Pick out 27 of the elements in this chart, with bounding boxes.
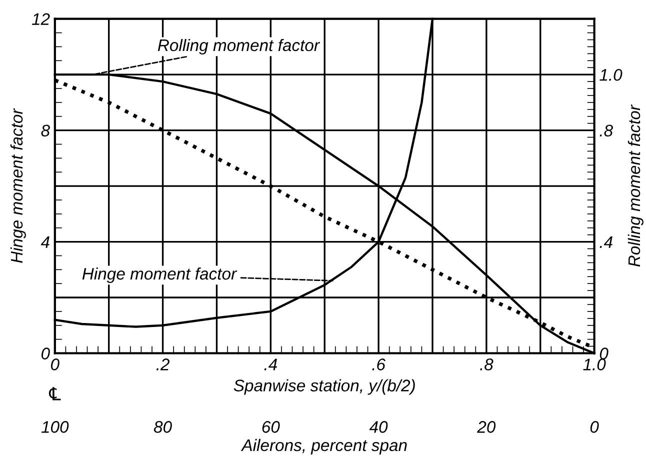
y2-tick-label: 0 (600, 348, 608, 360)
x-tick-label: .6 (372, 358, 386, 370)
y2-tick-label: 1.0 (600, 68, 622, 81)
y-tick-label: 8 (41, 124, 50, 137)
x-tick-label: .2 (156, 358, 170, 370)
annotation: Rolling moment factor (158, 38, 320, 54)
x-tick-label: .8 (480, 358, 494, 370)
x-tick-label: .4 (264, 358, 277, 370)
x2-tick-label: 20 (477, 421, 496, 433)
x2-tick-label: 0 (590, 421, 599, 433)
x-tick-label: 0 (51, 358, 60, 370)
x-axis-title: Spanwise station, y/(b/2) (234, 379, 415, 395)
x2-tick-label: 40 (369, 421, 388, 433)
y2-tick-label: .4 (600, 236, 612, 248)
y-axis-title: Hinge moment factor (10, 108, 26, 263)
y2-axis-title: Rolling moment factor (628, 104, 644, 267)
x2-tick-label: 80 (154, 421, 172, 433)
text: ℄ (48, 387, 61, 400)
y-tick-label: 0 (42, 348, 50, 360)
y-tick-label: 4 (40, 236, 50, 248)
x2-tick-label: 60 (262, 421, 280, 433)
y-tick-label: 12 (32, 13, 50, 25)
y2-tick-label: .8 (600, 124, 613, 137)
annotation: Hinge moment factor (82, 267, 238, 283)
x-tick-label: 1.0 (583, 358, 606, 370)
x2-axis-title: Ailerons, percent span (240, 438, 407, 454)
x2-tick-label: 100 (41, 421, 69, 433)
